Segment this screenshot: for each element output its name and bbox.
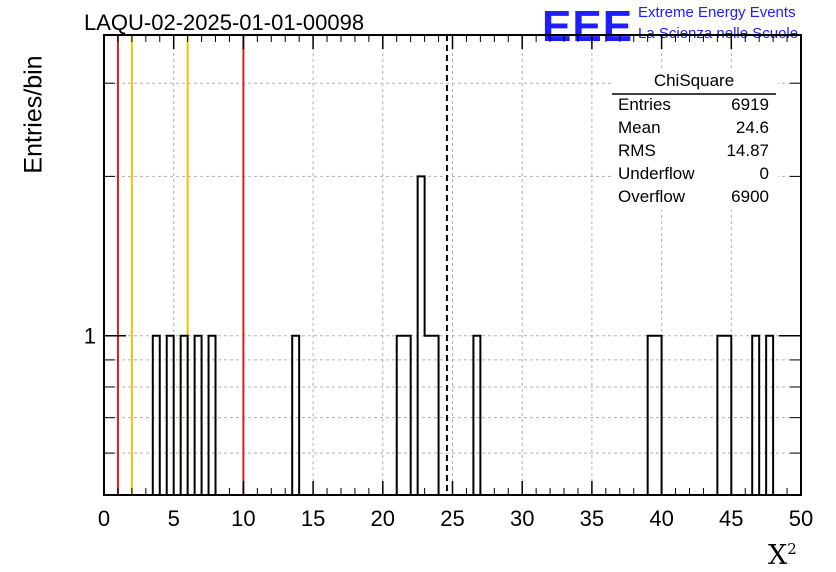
eee-logo: EEE xyxy=(542,2,634,51)
x-axis-label: X2 xyxy=(768,540,797,571)
x-tick-label: 50 xyxy=(789,506,813,531)
x-tick-label: 5 xyxy=(168,506,180,531)
x-tick-label: 40 xyxy=(649,506,673,531)
histogram-bars xyxy=(104,175,775,496)
x-tick-label: 20 xyxy=(371,506,395,531)
stats-box-title: ChiSquare xyxy=(654,71,734,90)
y-tick-label: 1 xyxy=(84,324,96,349)
stats-row-value: 6900 xyxy=(731,187,769,206)
x-tick-label: 0 xyxy=(98,506,110,531)
x-axis-label-superscript: 2 xyxy=(787,540,797,558)
x-tick-label: 30 xyxy=(510,506,534,531)
histogram-outline xyxy=(151,175,775,495)
x-axis-label-text: X xyxy=(768,540,788,571)
axes: 0 5 10 15 20 25 30 35 40 45 50 1 xyxy=(84,34,813,531)
grid-lines xyxy=(104,35,801,495)
x-tick-label: 15 xyxy=(301,506,325,531)
stats-row-label: RMS xyxy=(618,141,656,160)
stats-row-label: Overflow xyxy=(618,187,686,206)
x-tick-label: 35 xyxy=(580,506,604,531)
stats-row-value: 14.87 xyxy=(726,141,769,160)
stats-row-value: 24.6 xyxy=(736,118,769,137)
stats-row-label: Entries xyxy=(618,95,671,114)
x-tick-label: 10 xyxy=(231,506,255,531)
stats-row-label: Mean xyxy=(618,118,661,137)
chart-title: LAQU-02-2025-01-01-00098 xyxy=(84,10,365,35)
stats-row-value: 6919 xyxy=(731,95,769,114)
brand-line-2: La Scienza nelle Scuole xyxy=(638,25,799,42)
stats-box: ChiSquare Entries 6919 Mean 24.6 RMS 14.87 Unde… xyxy=(612,68,778,210)
brand-line-1: Extreme Energy Events xyxy=(638,4,796,21)
stats-row-label: Underflow xyxy=(618,164,695,183)
x-tick-label: 45 xyxy=(719,506,743,531)
stats-row-value: 0 xyxy=(760,164,769,183)
x-tick-label: 25 xyxy=(440,506,464,531)
stats-box-background xyxy=(612,68,778,210)
